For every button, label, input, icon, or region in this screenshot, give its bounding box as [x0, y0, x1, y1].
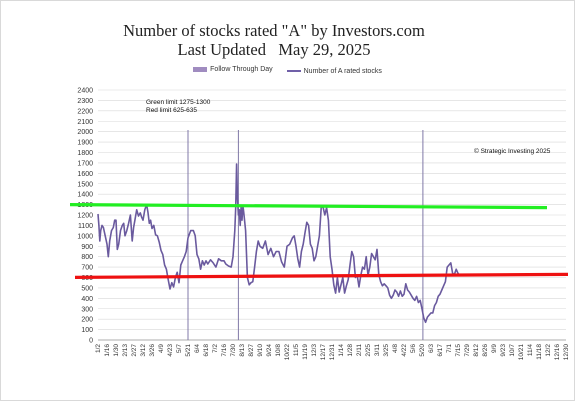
x-tick-label: 9/9 [491, 344, 498, 353]
x-tick-label: 7/16 [221, 344, 228, 357]
y-tick-label: 2200 [77, 108, 93, 115]
x-tick-label: 10/8 [275, 344, 282, 357]
y-tick-label: 2400 [77, 88, 93, 95]
x-tick-label: 11/5 [293, 344, 300, 357]
x-tick-label: 6/3 [428, 344, 435, 353]
x-tick-label: 2/13 [122, 344, 129, 357]
y-tick-label: 1700 [77, 160, 93, 167]
green-limit-annotation: Green limit 1275-1300 [146, 99, 211, 106]
y-tick-label: 1100 [78, 223, 93, 230]
y-tick-label: 200 [81, 317, 93, 324]
x-tick-label: 3/11 [374, 344, 381, 357]
x-tick-label: 11/18 [536, 344, 543, 360]
x-tick-label: 12/30 [563, 344, 570, 361]
y-tick-label: 500 [81, 285, 93, 292]
y-tick-label: 700 [81, 265, 93, 272]
y-tick-label: 1500 [77, 181, 93, 188]
x-tick-label: 12/2 [545, 344, 552, 357]
y-tick-label: 1900 [77, 140, 93, 147]
x-tick-label: 11/4 [527, 344, 534, 357]
x-tick-label: 6/18 [203, 344, 210, 357]
green-limit-line [69, 203, 548, 210]
legend-swatch-follow-through-day [193, 67, 208, 72]
x-tick-label: 1/2 [95, 344, 102, 353]
legend-label-follow-through-day: Follow Through Day [210, 66, 273, 73]
chart-title: Number of stocks rated "A" by Investors.… [123, 21, 425, 40]
x-tick-label: 7/29 [464, 344, 471, 357]
y-tick-label: 1600 [77, 171, 93, 178]
x-tick-label: 1/30 [113, 344, 120, 357]
y-tick-label: 2300 [77, 98, 93, 105]
legend-swatch-a-rated-stocks [286, 70, 301, 72]
x-tick-label: 5/20 [419, 344, 426, 357]
x-tick-label: 10/22 [284, 344, 291, 361]
series-line-a-rated-stocks [97, 163, 461, 324]
x-tick-label: 12/3 [311, 344, 318, 357]
chart-subtitle: Last Updated May 29, 2025 [177, 40, 371, 59]
x-tick-label: 2/27 [131, 344, 138, 357]
y-tick-label: 300 [81, 306, 93, 313]
x-tick-label: 2/25 [365, 344, 372, 357]
x-tick-label: 3/12 [140, 344, 147, 357]
x-tick-label: 4/23 [167, 344, 174, 357]
x-tick-label: 12/17 [320, 344, 327, 361]
y-tick-label: 2000 [77, 129, 93, 136]
x-tick-label: 1/16 [104, 344, 111, 357]
x-tick-label: 9/23 [500, 344, 507, 357]
x-tick-label: 5/6 [410, 344, 417, 353]
x-tick-label: 7/2 [212, 344, 219, 353]
red-limit-annotation: Red limit 625-635 [146, 107, 197, 114]
x-tick-label: 5/7 [176, 344, 183, 353]
x-tick-label: 7/15 [455, 344, 462, 357]
x-tick-label: 6/17 [437, 344, 444, 357]
y-tick-label: 2100 [77, 119, 93, 126]
y-tick-label: 1800 [77, 150, 93, 157]
x-tick-label: 5/21 [185, 344, 192, 357]
x-tick-label: 4/9 [158, 344, 165, 353]
x-tick-label: 6/4 [194, 344, 201, 353]
x-tick-label: 3/25 [383, 344, 390, 357]
x-tick-label: 7/30 [230, 344, 237, 357]
x-tick-label: 10/21 [518, 344, 525, 361]
x-tick-label: 4/8 [392, 344, 399, 353]
y-tick-label: 1200 [77, 213, 93, 220]
x-tick-label: 8/27 [248, 344, 255, 357]
legend-item-a-rated-stocks: Number of A rated stocks [286, 67, 382, 75]
x-tick-label: 2/11 [356, 344, 363, 357]
x-tick-label: 12/31 [329, 344, 336, 361]
x-tick-label: 8/26 [482, 344, 489, 357]
red-limit-line [74, 272, 569, 279]
x-tick-label: 7/1 [446, 344, 453, 353]
x-tick-label: 11/19 [302, 344, 309, 360]
x-tick-label: 1/14 [338, 344, 345, 357]
x-tick-label: 9/10 [257, 344, 264, 357]
x-tick-label: 9/24 [266, 344, 273, 357]
x-tick-label: 8/13 [239, 344, 246, 357]
y-tick-label: 400 [81, 296, 93, 303]
y-tick-label: 100 [81, 327, 93, 334]
y-tick-label: 900 [81, 244, 93, 251]
x-tick-label: 8/12 [473, 344, 480, 357]
copyright-annotation: © Strategic Investing 2025 [474, 147, 551, 155]
x-tick-label: 1/28 [347, 344, 354, 357]
legend-item-follow-through-day: Follow Through Day [193, 66, 273, 73]
legend: Follow Through Day Number of A rated sto… [0, 66, 575, 75]
y-tick-label: 800 [81, 254, 93, 261]
y-tick-label: 1000 [77, 233, 93, 240]
x-tick-label: 12/16 [554, 344, 561, 361]
x-tick-label: 3/26 [149, 344, 156, 357]
x-tick-label: 10/7 [509, 344, 516, 357]
y-tick-label: 1400 [77, 192, 93, 199]
x-tick-label: 4/22 [401, 344, 408, 357]
y-tick-label: 0 [89, 338, 93, 345]
legend-label-a-rated-stocks: Number of A rated stocks [303, 67, 382, 75]
